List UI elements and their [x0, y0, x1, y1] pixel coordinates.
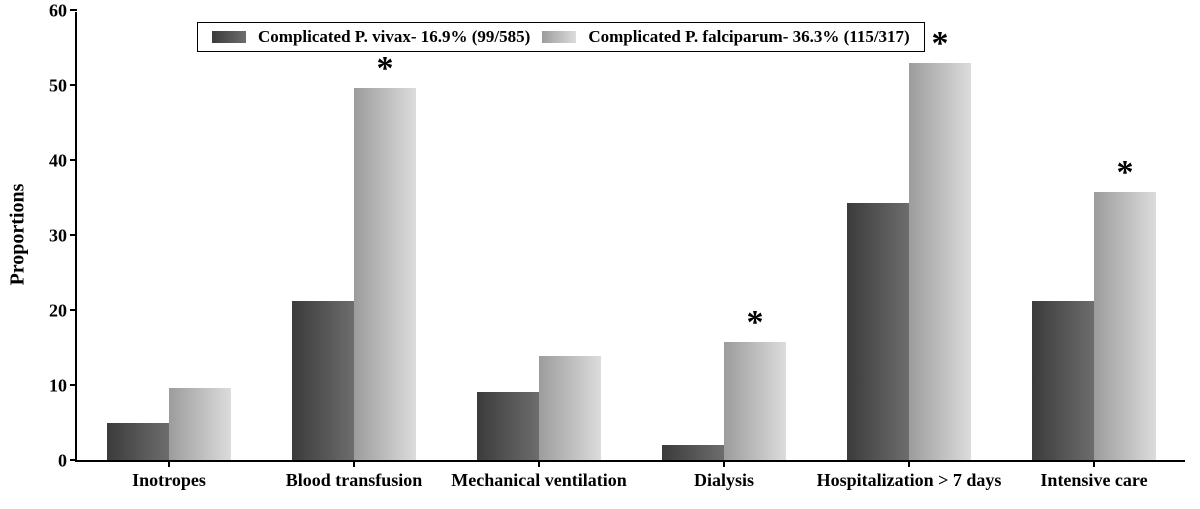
chart-container: Proportions Complicated P. vivax- 16.9% … [0, 0, 1200, 509]
significance-marker: * [932, 27, 949, 61]
bar-series2 [1094, 192, 1156, 460]
bar-series2 [354, 88, 416, 460]
x-tick-label: Hospitalization > 7 days [817, 470, 1002, 491]
y-tick-label: 10 [27, 376, 77, 397]
x-tick-label: Inotropes [132, 470, 206, 491]
legend: Complicated P. vivax- 16.9% (99/585) Comp… [197, 22, 925, 52]
x-tick-label: Blood transfusion [286, 470, 423, 491]
bar-series2 [539, 356, 601, 460]
significance-marker: * [377, 52, 394, 86]
significance-marker: * [1117, 156, 1134, 190]
plot-area: Complicated P. vivax- 16.9% (99/585) Comp… [75, 12, 1185, 462]
bar-series1 [477, 392, 539, 460]
y-tick-label: 20 [27, 301, 77, 322]
x-tick-mark [538, 460, 540, 467]
x-tick-mark [168, 460, 170, 467]
y-tick-label: 40 [27, 151, 77, 172]
y-tick-mark [70, 159, 77, 161]
significance-marker: * [747, 306, 764, 340]
bar-series1 [1032, 301, 1094, 460]
legend-swatch [542, 31, 576, 43]
y-tick-mark [70, 84, 77, 86]
y-tick-label: 60 [27, 1, 77, 22]
y-tick-mark [70, 9, 77, 11]
x-tick-mark [1093, 460, 1095, 467]
bar-series2 [724, 342, 786, 460]
legend-label: Complicated P. vivax- 16.9% (99/585) [258, 27, 530, 47]
bar-series2 [909, 63, 971, 461]
x-tick-mark [908, 460, 910, 467]
x-tick-label: Dialysis [694, 470, 754, 491]
y-tick-label: 30 [27, 226, 77, 247]
x-tick-mark [353, 460, 355, 467]
y-tick-mark [70, 309, 77, 311]
legend-label: Complicated P. falciparum- 36.3% (115/31… [588, 27, 909, 47]
x-tick-label: Intensive care [1040, 470, 1147, 491]
y-tick-mark [70, 459, 77, 461]
y-tick-label: 0 [27, 451, 77, 472]
bar-series1 [292, 301, 354, 460]
y-tick-mark [70, 234, 77, 236]
y-tick-label: 50 [27, 76, 77, 97]
bar-series1 [662, 445, 724, 460]
bar-series2 [169, 388, 231, 460]
bar-series1 [847, 203, 909, 460]
bar-series1 [107, 423, 169, 461]
legend-swatch [212, 31, 246, 43]
x-tick-mark [723, 460, 725, 467]
x-tick-label: Mechanical ventilation [451, 470, 626, 491]
y-tick-mark [70, 384, 77, 386]
